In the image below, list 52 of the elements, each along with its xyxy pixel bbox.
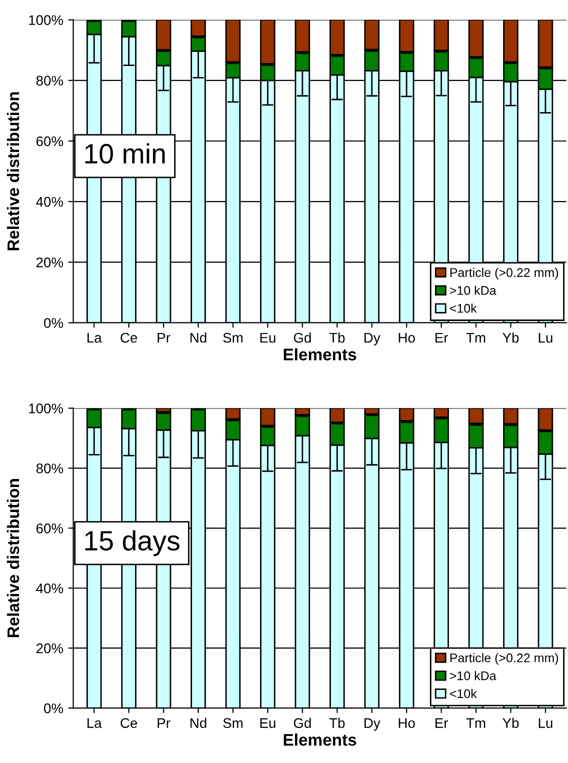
- x-axis-title: Elements: [284, 348, 356, 360]
- x-tick-label: Lu: [538, 718, 552, 728]
- x-tick-label: Yb: [502, 718, 519, 728]
- x-tick-label: Tm: [466, 332, 486, 343]
- x-tick-label: Eu: [260, 332, 276, 343]
- y-tick-label: 100%: [29, 404, 64, 414]
- y-tick-label: 40%: [36, 196, 64, 207]
- legend-label: Particle (>0.22 mm): [450, 268, 558, 280]
- x-tick-label: Nd: [190, 718, 206, 728]
- y-tick-label: 40%: [36, 583, 64, 594]
- x-tick-label: Dy: [364, 718, 380, 731]
- y-tick-label: 60%: [36, 136, 64, 146]
- y-tick-label: 80%: [36, 464, 64, 474]
- x-tick-label: Ce: [120, 718, 138, 728]
- x-tick-label: La: [88, 332, 102, 343]
- x-tick-label: Pr: [158, 718, 170, 728]
- y-tick-label: 20%: [36, 643, 64, 654]
- x-tick-label: Ce: [120, 332, 138, 343]
- y-axis-title: Relative distribution: [6, 92, 20, 250]
- x-tick-label: Yb: [502, 332, 519, 343]
- y-tick-label: 80%: [36, 76, 64, 86]
- x-tick-label: La: [88, 718, 102, 728]
- x-axis-title: Elements: [284, 734, 356, 746]
- y-tick-label: 20%: [36, 258, 64, 268]
- x-tick-label: Sm: [223, 718, 242, 728]
- y-tick-label: 0%: [44, 703, 64, 714]
- annotation: 15 days: [85, 530, 180, 556]
- legend-label: Particle (>0.22 mm): [450, 653, 558, 665]
- x-tick-label: Tm: [466, 718, 486, 728]
- legend-label: <10k: [450, 304, 477, 313]
- y-tick-label: 0%: [44, 318, 64, 328]
- legend-label: <10k: [450, 688, 477, 698]
- x-tick-label: Sm: [223, 332, 242, 343]
- x-tick-label: Ho: [398, 718, 415, 728]
- x-tick-label: Er: [436, 332, 448, 343]
- x-tick-label: Ho: [398, 332, 415, 343]
- annotation: 10 min: [85, 143, 165, 164]
- x-tick-label: Er: [436, 718, 448, 728]
- x-tick-label: Nd: [190, 332, 206, 343]
- x-tick-label: Pr: [158, 332, 170, 343]
- x-tick-label: Lu: [538, 332, 552, 343]
- x-tick-label: Dy: [364, 332, 380, 346]
- legend-label: >10 kDa: [450, 286, 496, 295]
- x-tick-label: Gd: [294, 718, 311, 728]
- legend-label: >10 kDa: [450, 671, 496, 680]
- y-axis-title: Relative distribution: [6, 479, 20, 638]
- y-tick-label: 60%: [36, 523, 64, 534]
- x-tick-label: Gd: [294, 332, 311, 343]
- x-tick-label: Tb: [329, 718, 345, 728]
- x-tick-label: Eu: [260, 718, 276, 728]
- x-tick-label: Tb: [329, 332, 345, 343]
- y-tick-label: 100%: [29, 15, 64, 26]
